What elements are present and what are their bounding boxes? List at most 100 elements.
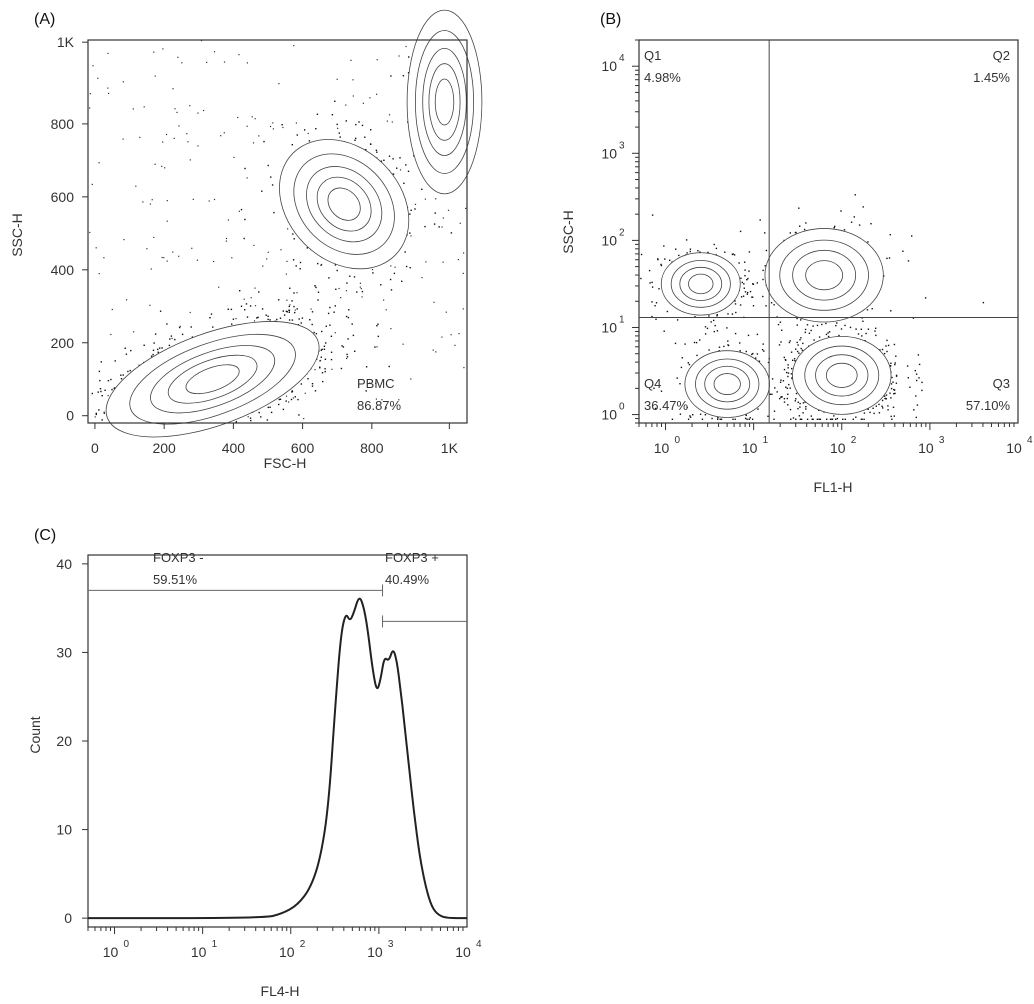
event-dot [321,263,323,266]
event-dot [438,226,440,228]
y-tick-label: 0 [66,408,74,424]
event-dot [361,290,364,293]
event-dot [869,411,871,414]
event-dot [288,401,290,403]
event-dot [338,287,340,290]
event-dot [273,211,275,214]
event-dot [153,236,155,238]
event-dot [181,62,183,64]
event-dot [291,319,294,321]
event-dot [95,247,97,249]
event-dot [376,325,378,327]
event-dot [740,277,742,279]
event-dot [192,198,194,200]
event-dot [254,305,257,307]
event-dot [304,392,306,394]
event-dot [231,257,233,259]
event-dot [414,208,416,210]
event-dot [394,266,396,268]
event-dot [699,413,702,415]
event-dot [779,321,782,323]
event-dot [874,330,876,332]
event-dot [889,234,891,236]
event-dot [441,226,443,228]
event-dot [235,318,237,320]
event-dot [758,360,761,362]
x-tick-label: 10 [654,440,670,456]
event-dot [795,398,797,400]
event-dot [249,305,252,307]
event-dot [878,403,880,406]
event-dot [765,305,767,307]
event-dot [818,336,821,338]
event-dot [178,125,180,127]
event-dot [447,209,450,211]
event-dot [139,136,141,138]
event-dot [291,144,293,146]
event-dot [795,392,798,395]
event-dot [322,380,324,383]
event-dot [789,387,791,389]
event-dot [89,107,91,109]
event-dot [787,393,789,395]
contour-line [415,30,475,174]
event-dot [340,367,343,370]
event-dot [100,361,102,363]
event-dot [249,417,252,419]
y-tick-label: 1K [57,34,75,50]
event-dot [414,203,417,205]
contour-line [713,373,741,395]
event-dot [314,369,316,371]
event-dot [320,356,322,358]
event-dot [197,145,199,147]
event-dot [150,355,153,357]
event-dot [917,354,920,356]
event-dot [410,235,412,237]
event-dot [450,232,453,234]
event-dot [181,333,184,336]
event-dot [315,128,317,130]
event-dot [127,370,129,373]
event-dot [889,365,891,367]
event-dot [761,349,764,351]
panel-c-plot-frame [87,554,468,928]
event-dot [710,321,712,323]
event-dot [408,56,410,58]
event-dot [982,301,985,304]
event-dot [334,100,336,102]
event-dot [835,418,837,420]
event-dot [798,207,800,209]
event-dot [372,272,374,274]
event-dot [812,325,814,327]
event-dot [324,358,327,360]
event-dot [790,373,793,375]
event-dot [311,311,314,313]
event-dot [388,155,391,157]
y-tick-label: 10 [601,319,617,335]
event-dot [762,343,764,345]
event-dot [755,357,757,359]
event-dot [282,126,284,129]
event-dot [233,156,235,158]
event-dot [142,201,144,203]
event-dot [887,405,889,407]
event-dot [323,348,326,350]
event-dot [370,129,372,131]
event-dot [125,353,128,355]
event-dot [660,263,662,266]
event-dot [759,219,761,221]
event-dot [287,228,289,230]
event-dot [291,300,293,302]
event-dot [267,406,269,409]
event-dot [409,267,411,269]
y-tick-label: 0 [64,910,72,926]
gate-foxp3-neg-name: FOXP3 - [153,550,204,565]
event-dot [110,378,112,381]
event-dot [836,417,839,420]
contour-line [150,345,276,414]
event-dot [693,341,696,344]
event-dot [689,248,692,250]
event-dot [301,317,304,319]
event-dot [462,308,464,310]
